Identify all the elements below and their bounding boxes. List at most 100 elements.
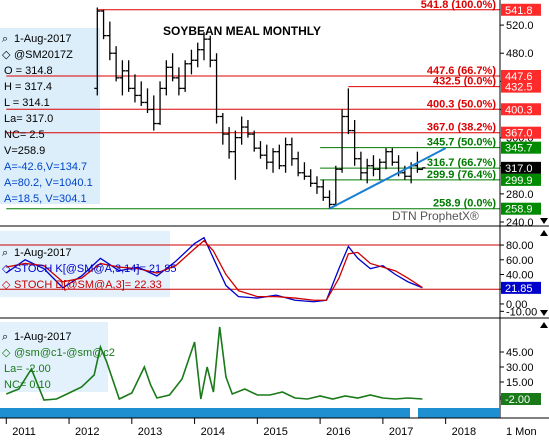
stoch-scroll-up-icon[interactable]: [540, 230, 548, 236]
price-value-box-1: 447.6: [501, 70, 541, 83]
fib-level-label-3: 400.3 (50.0%): [427, 98, 496, 110]
svg-text:367.0: 367.0: [505, 128, 533, 140]
scroll-arrows: [540, 218, 548, 328]
fib-level-label-0: 541.8 (100.0%): [421, 0, 497, 11]
ohlc-bar-34: [307, 169, 314, 187]
ohlc-bar-26: [257, 141, 264, 159]
right-axis: 520.0480.0440.0400.0360.0320.0280.0240.0…: [499, 0, 548, 418]
ohlc-bar-46: [383, 148, 390, 170]
ohlc-bar-43: [364, 158, 371, 184]
stochastic-panel: ⌕ 1-Aug-2017 ◇ STOCH K[@SM@A,3,14]= 21.8…: [0, 231, 549, 319]
ohlc-bar-47: [389, 148, 396, 166]
spread-info-line-0: @sm@c1-@sm@c2: [14, 347, 115, 359]
x-tick-label-0: 2011: [12, 426, 36, 438]
price-info-line-6: A=-42.6,V=134.7: [4, 161, 87, 173]
ohlc-bar-11: [163, 60, 170, 96]
stoch-series-0: [5, 236, 423, 303]
price-info-line-1: H = 317.4: [4, 81, 52, 93]
spread-scroll-up-icon[interactable]: [540, 322, 548, 328]
ohlc-bar-9: [150, 95, 157, 131]
spread-info-lines: @sm@c1-@sm@c2 La= -2.00 NC= 0.10: [4, 347, 115, 391]
ohlc-bar-42: [357, 151, 364, 180]
stoch-date: 1-Aug-2017: [14, 247, 72, 259]
bottom-strip: [0, 408, 500, 418]
ohlc-bar-21: [226, 127, 233, 159]
svg-text:447.6: 447.6: [505, 71, 533, 83]
ohlc-bar-8: [144, 88, 151, 113]
stoch-search-icon[interactable]: ⌕: [2, 247, 8, 259]
stoch-k-label: STOCH K[@SM@A,3,14]= 21.85: [14, 263, 176, 275]
price-scroll-down-icon[interactable]: [540, 218, 548, 224]
fib-levels: 541.8 (100.0%) 447.6 (66.7%)432.5 (0.0%) 4…: [6, 0, 500, 210]
period-label[interactable]: 1 Mon: [506, 426, 537, 438]
ohlc-bar-24: [244, 120, 251, 138]
ohlc-bar-41: [351, 120, 358, 166]
ohlc-bar-20: [219, 113, 226, 145]
fib-level-label-5: 345.7 (50.0%): [427, 137, 496, 149]
x-tick-label-2: 2013: [138, 426, 162, 438]
price-info-lines: O = 314.8 H = 317.4 L = 314.1 La= 317.0 NC= …: [4, 65, 93, 205]
spread-lines: [5, 326, 423, 401]
price-value-box-0: 541.8: [501, 3, 541, 17]
svg-text:345.7: 345.7: [505, 143, 533, 155]
spread-diamond-icon: ◇: [2, 347, 11, 359]
ohlc-bar-28: [270, 148, 277, 173]
stoch-tick-label-4: 0.00: [506, 299, 527, 311]
price-info-line-0: O = 314.8: [4, 65, 53, 77]
ohlc-bar-33: [301, 162, 308, 180]
price-tick-label-1: 480.0: [506, 48, 534, 60]
stoch-lines: [5, 236, 423, 303]
x-axis: 2011 2012 2013 2014 2015 2016 2017 2018: [5, 418, 476, 438]
ohlc-bar-22: [232, 130, 239, 180]
spread-tick-label-1: 30.00: [506, 362, 534, 374]
spread-panel: ⌕ 1-Aug-2017 ◇ @sm@c1-@sm@c2 La= -2.00 NC=…: [0, 322, 423, 401]
x-tick-label-7: 2018: [452, 426, 476, 438]
x-tick-label-3: 2014: [201, 426, 225, 438]
ohlc-bar-31: [288, 137, 295, 166]
stoch-tick-label-2: 40.00: [506, 270, 534, 282]
x-tick-label-6: 2017: [389, 426, 413, 438]
price-tick-label-6: 280.0: [506, 189, 534, 201]
price-info-line-2: L = 314.1: [4, 97, 50, 109]
ohlc-bar-5: [125, 60, 132, 92]
fib-level-label-2: 432.5 (0.0%): [433, 76, 496, 88]
ohlc-bar-49: [401, 165, 408, 180]
price-tick-label-0: 520.0: [506, 20, 534, 32]
fib-level-label-6: 316.7 (66.7%): [427, 157, 496, 169]
x-tick-label-5: 2016: [326, 426, 350, 438]
price-info-line-7: A=80.2, V=1040.1: [4, 177, 93, 189]
fib-level-label-1: 447.6 (66.7%): [427, 65, 496, 77]
ohlc-bar-37: [326, 190, 333, 209]
watermark: DTN ProphetX®: [392, 209, 479, 223]
spread-search-icon[interactable]: ⌕: [2, 331, 8, 343]
spread-series-0: [5, 326, 423, 401]
price-panel: 541.8 (100.0%) 447.6 (66.7%)432.5 (0.0%) 4…: [0, 0, 549, 227]
price-value-box-7: 299.9: [501, 173, 541, 187]
ohlc-bar-35: [313, 176, 320, 194]
price-info-text: ⌕ 1-Aug-2017 ◇ @SM2017Z O = 314.8 H = 317…: [2, 33, 93, 205]
stoch-series-1: [6, 239, 423, 301]
stoch-scroll-down-icon[interactable]: [540, 310, 548, 316]
x-tick-label-1: 2012: [75, 426, 99, 438]
stoch-k-diamond-icon: ◇: [2, 263, 11, 275]
ohlc-bar-12: [169, 53, 176, 82]
x-tick-label-4: 2015: [263, 426, 287, 438]
symbol-diamond-icon: ◇: [2, 49, 11, 61]
ohlc-bar-38: [332, 165, 339, 207]
ohlc-bar-36: [320, 179, 327, 201]
ohlc-bar-10: [157, 81, 164, 125]
fib-level-label-7: 299.9 (76.4%): [427, 169, 496, 181]
stoch-value-box: 21.85: [501, 281, 541, 295]
ohlc-bar-7: [138, 81, 145, 106]
stoch-d-diamond-icon: ◇: [2, 279, 11, 291]
price-value-box-6: 317.0: [501, 161, 541, 175]
spread-info-line-1: La= -2.00: [4, 363, 51, 375]
info-search-icon[interactable]: ⌕: [2, 33, 8, 45]
price-value-box-8: 258.9: [501, 202, 541, 216]
price-value-box-2: 432.5: [501, 80, 541, 94]
ohlc-bar-0: [94, 7, 101, 96]
spread-date: 1-Aug-2017: [14, 331, 72, 343]
price-value-box-4: 367.0: [501, 126, 541, 140]
